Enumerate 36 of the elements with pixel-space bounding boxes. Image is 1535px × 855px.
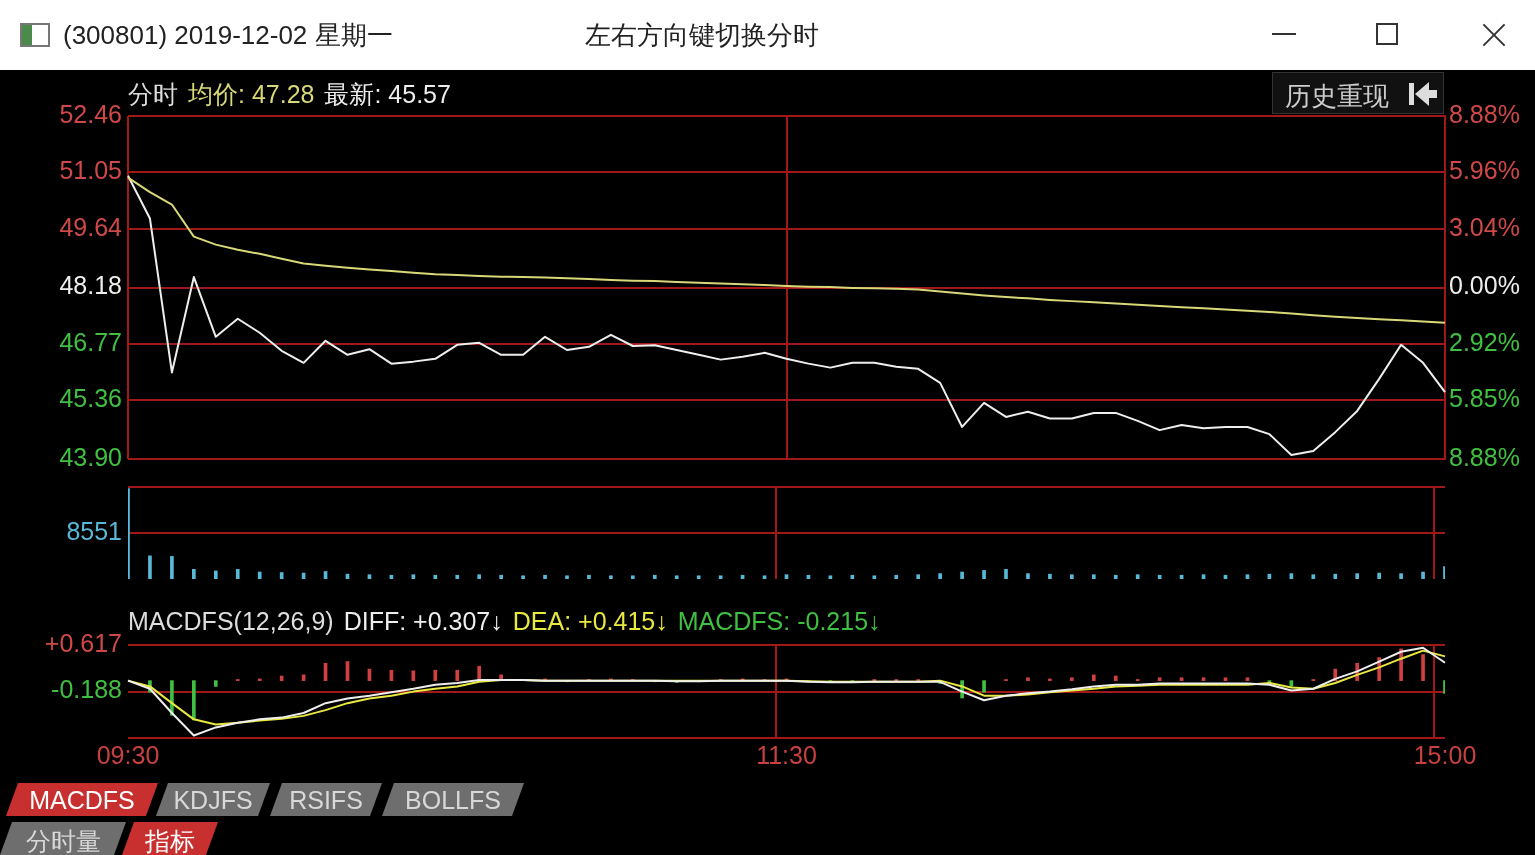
y-tick-label: 52.46: [59, 99, 122, 128]
y-tick-label: 43.90: [59, 442, 122, 471]
series-label: DIFF: +0.307↓: [343, 607, 503, 635]
text: BOLLFS: [404, 786, 502, 815]
y-tick-label: 46.77: [59, 327, 122, 356]
y2-tick-label: 5.85%: [1449, 384, 1520, 413]
y-tick-label: 51.05: [59, 156, 122, 185]
y-tick-label: +0.617: [44, 628, 122, 657]
legend-title: 分时: [128, 80, 178, 108]
y2-tick-label: 8.88%: [1449, 442, 1520, 471]
y2-tick-label: 5.96%: [1449, 156, 1520, 185]
text: 历史重现: [1285, 80, 1389, 113]
y-tick-label: 49.64: [59, 212, 123, 241]
text: RSIFS: [288, 786, 364, 815]
y2-tick-label: 3.04%: [1449, 212, 1520, 241]
text: MACDFS: [28, 786, 136, 815]
chart-subtitle: 左右方向键切换分时: [585, 19, 819, 52]
y2-tick-label: 0.00%: [1449, 271, 1520, 300]
x-tick-label: 15:00: [1413, 740, 1477, 769]
legend-title: MACDFS(12,26,9): [128, 607, 334, 635]
x-tick-label: 09:30: [96, 740, 160, 769]
y2-tick-label: 8.88%: [1449, 99, 1520, 128]
text: 最新: 45.57: [324, 80, 451, 108]
text: KDJFS: [172, 786, 254, 815]
series-label: DEA: +0.415↓: [512, 607, 668, 635]
series-label: MACDFS: -0.215↓: [677, 607, 881, 635]
text: 分时量: [24, 826, 102, 855]
chart-title: (300801) 2019-12-02 星期一: [63, 19, 393, 52]
y-tick-label: 45.36: [59, 384, 122, 413]
y2-tick-label: 2.92%: [1449, 327, 1520, 356]
y-tick-label: 8551: [66, 516, 122, 545]
text: 指标: [144, 826, 196, 855]
y-tick-label: 48.18: [59, 271, 122, 300]
x-tick-label: 11:30: [756, 740, 817, 769]
y-tick-label: -0.188: [51, 675, 122, 704]
text: 均价: 47.28: [188, 80, 315, 108]
